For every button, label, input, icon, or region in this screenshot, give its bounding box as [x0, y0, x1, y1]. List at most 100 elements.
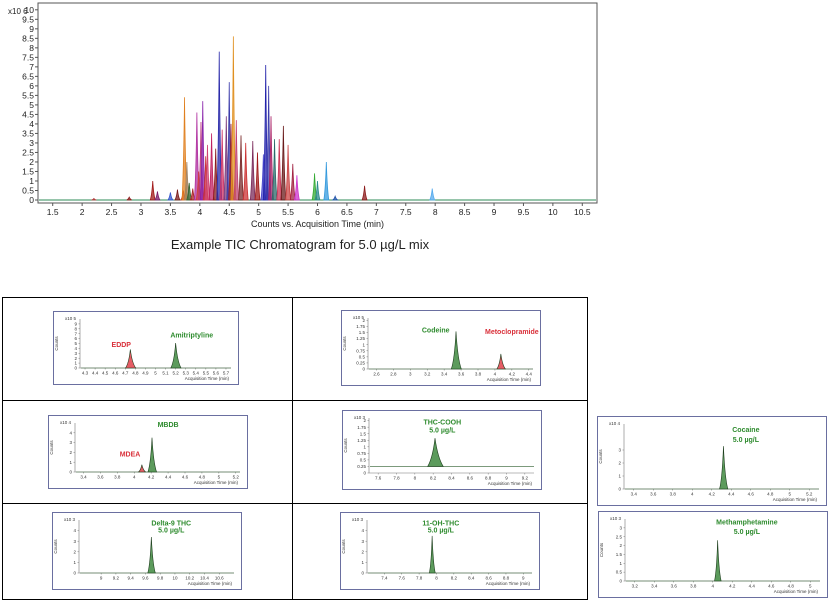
- panel-x-tick-label: 4: [133, 475, 136, 480]
- panel-y-tick-label: 7: [74, 331, 77, 336]
- panel-y-axis-label: Counts: [341, 539, 346, 554]
- panel-x-tick-label: 3.2: [424, 372, 431, 377]
- panel-x-tick-label: 3.8: [475, 372, 482, 377]
- panel-frame: [598, 511, 828, 598]
- panel-series-label: Cocaine: [732, 427, 759, 434]
- panel-x-tick-label: 4.8: [767, 492, 774, 497]
- panel-x-tick-label: 9: [100, 576, 103, 581]
- panel-x-tick-label: 4.8: [132, 371, 139, 376]
- panel-y-tick-label: 1.5: [360, 431, 367, 436]
- panel-frame: [340, 512, 540, 590]
- panel-x-tick-label: 8.6: [485, 576, 492, 581]
- panel-y-tick-label: 1.25: [357, 438, 366, 443]
- panel-y-tick-label: 0.75: [357, 451, 366, 456]
- panel-x-tick-label: 10.6: [215, 576, 224, 581]
- panel-y-axis-label: Counts: [598, 449, 603, 464]
- panel-y-tick-label: 8: [74, 326, 77, 331]
- panel-y-tick-label: 1: [363, 444, 366, 449]
- panel-x-axis-label: Acquisition Time (min): [194, 480, 239, 485]
- panel-y-tick-label: 1: [73, 560, 76, 565]
- panel-peak: [719, 446, 729, 490]
- panel-x-tick-label: 4.6: [748, 492, 755, 497]
- panel-x-tick-label: 7.8: [416, 576, 423, 581]
- panel-cocaine: Counts x10 4 0 1 2 3 3.4 3.6 3.8 4 4.2 4.4 4.6 4.8 5 5.…: [597, 416, 827, 506]
- panel-x-tick-label: 5: [788, 492, 791, 497]
- y-tick-label: 0.5: [22, 185, 34, 195]
- x-tick-label: 1.5: [47, 207, 59, 217]
- panel-y-tick-label: 1: [361, 560, 364, 565]
- panel-x-tick-label: 4.9: [142, 371, 149, 376]
- panel-x-tick-label: 8.2: [430, 476, 437, 481]
- panel-series-label: MDEA: [120, 451, 141, 458]
- panel-x-tick-label: 9.2: [113, 576, 120, 581]
- panel-x-axis-label: Acquisition Time (min): [188, 581, 233, 586]
- panel-x-tick-label: 4.4: [749, 584, 756, 589]
- tic-peak: [242, 142, 249, 201]
- panel-y-multiplier: x10 5: [65, 316, 77, 321]
- panel-x-tick-label: 4.8: [788, 584, 795, 589]
- x-tick-label: 9.5: [518, 207, 530, 217]
- y-tick-label: 6.5: [22, 71, 34, 81]
- tic-chromatogram-chart: x10 600.511.522.533.544.555.566.577.588.…: [8, 2, 598, 229]
- tic-caption: Example TIC Chromatogram for 5.0 µg/L mi…: [170, 237, 430, 252]
- panel-peak: [496, 353, 507, 370]
- grid-divider-horizontal-2: [3, 503, 587, 504]
- y-tick-label: 7.5: [22, 52, 34, 62]
- panel-series-label: 11-OH-THC: [422, 520, 459, 527]
- y-tick-label: 10: [25, 5, 35, 15]
- y-tick-label: 3.5: [22, 128, 34, 138]
- panel-x-tick-label: 4.7: [122, 371, 129, 376]
- panel-y-tick-label: 4: [361, 528, 364, 533]
- y-multiplier-label: x10 6: [8, 7, 28, 16]
- tic-peak: [91, 197, 97, 201]
- panel-y-tick-label: 3: [361, 539, 364, 544]
- panel-x-tick-label: 8.2: [451, 576, 458, 581]
- panel-y-tick-label: 4: [69, 430, 72, 435]
- panel-series-label: THC-COOH: [423, 420, 461, 427]
- panel-peak: [450, 331, 462, 370]
- y-tick-label: 1.5: [22, 166, 34, 176]
- panel-x-tick-label: 4.2: [509, 372, 516, 377]
- panel-x-axis-label: Acquisition Time (min): [774, 589, 819, 594]
- panel-x-tick-label: 4.4: [526, 372, 533, 377]
- panel-y-tick-label: 2: [73, 549, 76, 554]
- panel-x-tick-label: 4.6: [112, 371, 119, 376]
- panel-y-tick-label: 0: [74, 366, 77, 371]
- tic-peak: [314, 180, 321, 201]
- panel-series-label: Codeine: [422, 328, 450, 335]
- panel-x-tick-label: 5.4: [193, 371, 200, 376]
- tic-peak: [154, 191, 161, 201]
- tic-peak: [126, 196, 132, 201]
- panel-x-tick-label: 3.4: [631, 492, 638, 497]
- x-tick-label: 6: [315, 207, 320, 217]
- panel-x-tick-label: 3.8: [670, 492, 677, 497]
- panel-x-tick-label: 5.5: [203, 371, 210, 376]
- panel-series-label: MBDB: [158, 422, 179, 429]
- panel-y-tick-label: 3: [619, 525, 622, 530]
- panel-x-tick-label: 7.8: [393, 476, 400, 481]
- tic-peak: [174, 189, 181, 201]
- tic-peak: [167, 192, 174, 201]
- panel-frame: [52, 512, 242, 590]
- y-tick-label: 4: [29, 119, 34, 129]
- x-tick-label: 8: [433, 207, 438, 217]
- panel-x-tick-label: 4.4: [728, 492, 735, 497]
- panel-y-tick-label: 3: [618, 448, 621, 453]
- panel-y-tick-label: 4: [74, 346, 77, 351]
- panel-x-tick-label: 9: [522, 576, 525, 581]
- panel-y-tick-label: 0: [73, 571, 76, 576]
- x-tick-label: 10.5: [574, 207, 591, 217]
- panel-y-tick-label: 1: [618, 474, 621, 479]
- panel-x-tick-label: 3.6: [650, 492, 657, 497]
- panel-x-tick-label: 3: [409, 372, 412, 377]
- panel-y-tick-label: 0: [619, 579, 622, 584]
- panel-x-tick-label: 5: [809, 584, 812, 589]
- panel-y-tick-label: 1.75: [357, 425, 366, 430]
- panel-y-tick-label: 2: [618, 461, 621, 466]
- panel-x-tick-label: 5.2: [233, 475, 240, 480]
- panel-x-axis-label: Acquisition Time (min): [487, 377, 532, 382]
- panel-y-axis-label: Counts: [599, 542, 604, 557]
- panel-series-label: 5.0 µg/L: [428, 528, 455, 535]
- panel-x-tick-label: 9.6: [142, 576, 149, 581]
